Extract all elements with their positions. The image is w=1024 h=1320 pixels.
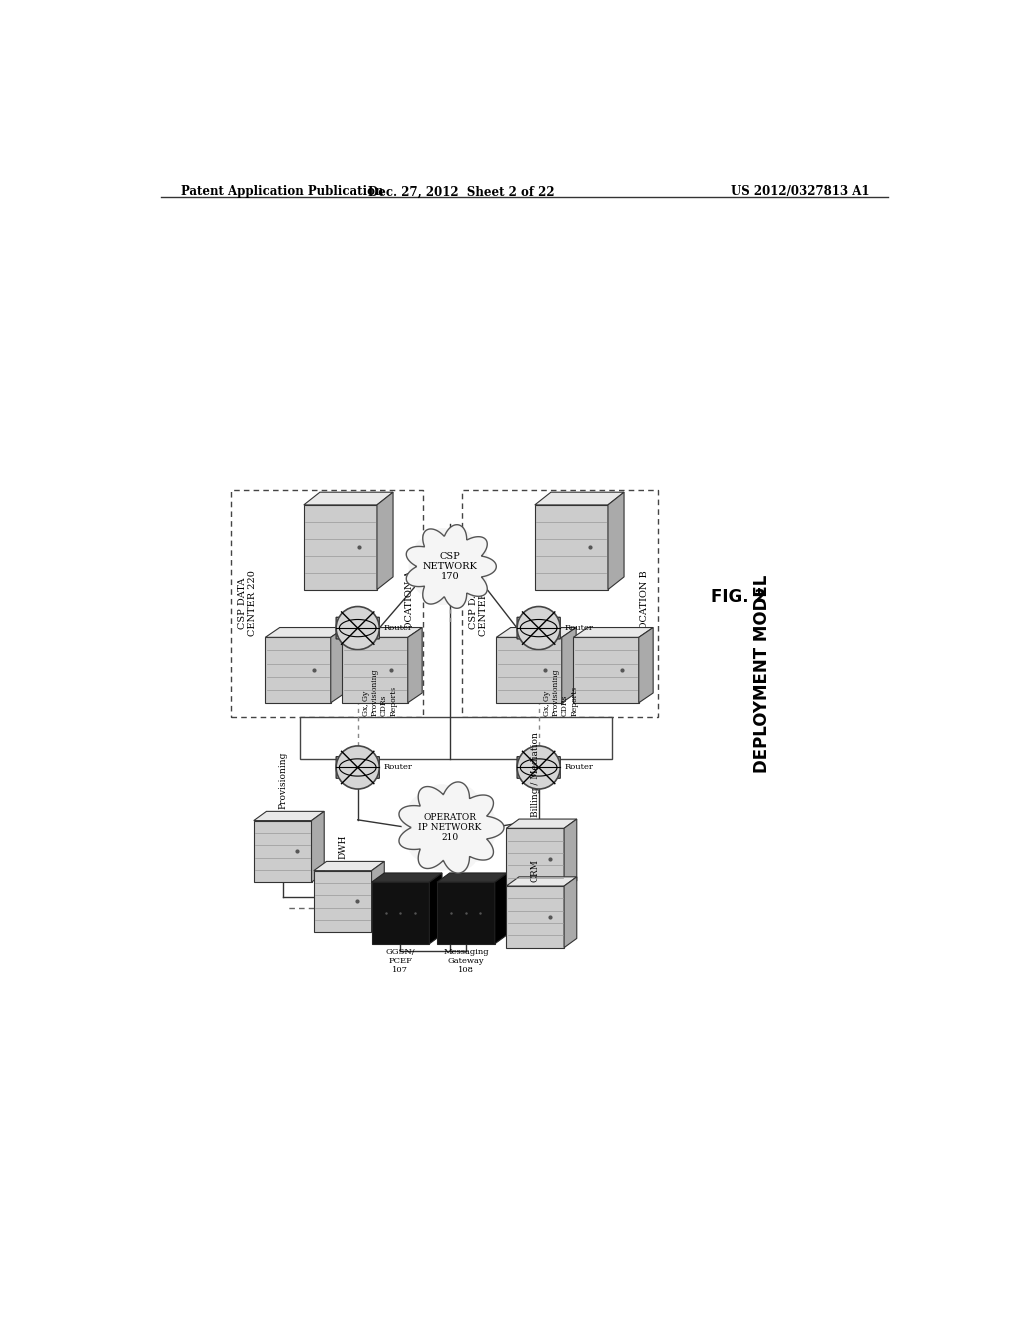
Circle shape: [440, 528, 475, 564]
Text: CSP DATA
CENTER 230: CSP DATA CENTER 230: [469, 570, 488, 636]
Polygon shape: [573, 627, 653, 638]
Text: Router: Router: [564, 763, 593, 771]
Circle shape: [407, 821, 447, 862]
Polygon shape: [254, 821, 311, 882]
Circle shape: [438, 784, 479, 825]
Polygon shape: [304, 492, 393, 506]
Text: Provisioning: Provisioning: [279, 751, 287, 809]
Circle shape: [453, 821, 494, 862]
Circle shape: [401, 807, 442, 847]
Circle shape: [452, 562, 487, 597]
Text: CRM: CRM: [530, 859, 540, 882]
Polygon shape: [639, 627, 653, 702]
Polygon shape: [377, 492, 393, 590]
Polygon shape: [506, 818, 577, 829]
Polygon shape: [608, 492, 624, 590]
Polygon shape: [564, 876, 577, 948]
FancyBboxPatch shape: [336, 618, 379, 639]
Text: LOCATION A: LOCATION A: [404, 570, 414, 636]
Bar: [300, 717, 611, 759]
Polygon shape: [497, 638, 562, 702]
Circle shape: [440, 570, 475, 605]
Text: Messaging
Gateway
108: Messaging Gateway 108: [443, 948, 488, 974]
Circle shape: [413, 536, 449, 572]
Text: GGSN/
PCEF
107: GGSN/ PCEF 107: [386, 948, 416, 974]
Text: DEPLOYMENT MODEL: DEPLOYMENT MODEL: [753, 576, 771, 774]
Text: OPERATOR
IP NETWORK
210: OPERATOR IP NETWORK 210: [419, 813, 482, 842]
Polygon shape: [372, 873, 442, 882]
Text: US 2012/0327813 A1: US 2012/0327813 A1: [731, 185, 869, 198]
Polygon shape: [573, 638, 639, 702]
Polygon shape: [506, 886, 564, 948]
Circle shape: [458, 807, 499, 847]
Text: Router: Router: [383, 763, 412, 771]
Polygon shape: [311, 812, 325, 882]
Text: Patent Application Publication: Patent Application Publication: [180, 185, 383, 198]
Polygon shape: [265, 627, 345, 638]
Polygon shape: [342, 627, 422, 638]
Circle shape: [453, 793, 494, 834]
Text: Dec. 27, 2012  Sheet 2 of 22: Dec. 27, 2012 Sheet 2 of 22: [369, 185, 555, 198]
Polygon shape: [407, 524, 497, 609]
Polygon shape: [313, 871, 372, 932]
Polygon shape: [437, 882, 495, 944]
Polygon shape: [304, 506, 377, 590]
Polygon shape: [506, 876, 577, 886]
Circle shape: [407, 793, 447, 834]
Circle shape: [452, 536, 487, 572]
Polygon shape: [254, 812, 325, 821]
Polygon shape: [497, 627, 577, 638]
Polygon shape: [313, 862, 384, 871]
Text: Billing / Mediation: Billing / Mediation: [530, 731, 540, 817]
Text: Gx, Gy
Provisioning
CDRs
Reports: Gx, Gy Provisioning CDRs Reports: [543, 669, 579, 717]
Circle shape: [457, 549, 492, 583]
FancyBboxPatch shape: [336, 756, 379, 779]
Text: LOCATION B: LOCATION B: [640, 570, 648, 636]
Text: CSP
NETWORK
170: CSP NETWORK 170: [423, 552, 477, 581]
Polygon shape: [372, 862, 384, 932]
Bar: [230, 490, 423, 717]
Bar: [462, 490, 658, 717]
Polygon shape: [331, 627, 345, 702]
Circle shape: [517, 607, 560, 649]
Text: FIG. 2: FIG. 2: [712, 589, 766, 606]
Circle shape: [425, 528, 460, 564]
Polygon shape: [265, 638, 331, 702]
Circle shape: [336, 746, 379, 789]
Circle shape: [336, 607, 379, 649]
Circle shape: [517, 746, 560, 789]
Text: Gx, Gy
Provisioning
CDRs
Reports: Gx, Gy Provisioning CDRs Reports: [361, 669, 397, 717]
Circle shape: [421, 797, 480, 857]
Polygon shape: [437, 873, 508, 882]
Polygon shape: [342, 638, 408, 702]
FancyBboxPatch shape: [517, 618, 560, 639]
Circle shape: [425, 541, 475, 591]
Polygon shape: [562, 627, 577, 702]
Polygon shape: [564, 818, 577, 890]
Polygon shape: [408, 627, 422, 702]
Text: CSP DATA
CENTER 220: CSP DATA CENTER 220: [238, 570, 257, 636]
FancyBboxPatch shape: [517, 756, 560, 779]
Polygon shape: [495, 873, 508, 944]
Circle shape: [421, 830, 462, 871]
Circle shape: [425, 570, 460, 605]
Polygon shape: [372, 882, 429, 944]
Polygon shape: [429, 873, 442, 944]
Polygon shape: [506, 829, 564, 890]
Circle shape: [421, 784, 462, 825]
Text: Router: Router: [383, 624, 412, 632]
Polygon shape: [535, 492, 624, 506]
Circle shape: [413, 562, 449, 597]
Text: Router: Router: [564, 624, 593, 632]
Text: DWH: DWH: [338, 834, 347, 859]
Polygon shape: [399, 781, 504, 873]
Circle shape: [438, 830, 479, 871]
Polygon shape: [535, 506, 608, 590]
Circle shape: [409, 549, 443, 583]
